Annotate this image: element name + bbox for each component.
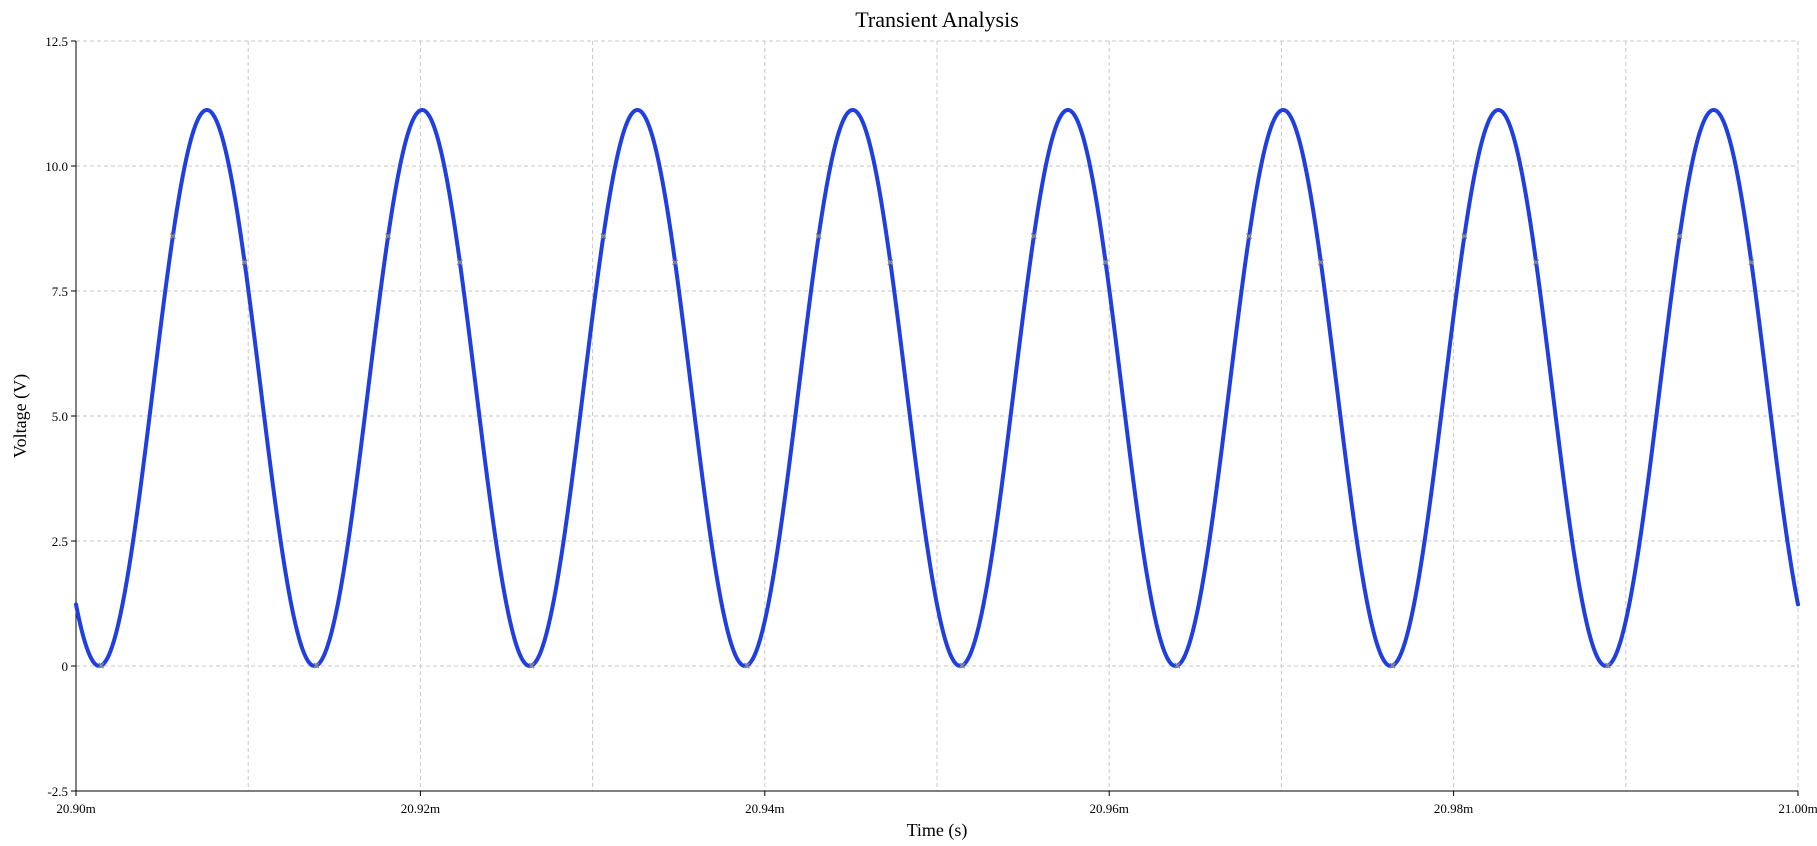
sample-marker (241, 259, 248, 266)
chart-title: Transient Analysis (855, 7, 1019, 32)
sample-marker (887, 259, 894, 266)
y-tick-label: 10.0 (45, 159, 68, 174)
voltage-trace (74, 108, 1800, 668)
sample-marker (528, 662, 535, 669)
sample-marker (1246, 233, 1253, 240)
x-tick-label: 20.92m (401, 801, 440, 816)
y-tick-label: 5.0 (52, 409, 68, 424)
sample-marker (169, 233, 176, 240)
sample-marker (1317, 259, 1324, 266)
axes (71, 40, 1799, 796)
tick-labels: -2.5 0 2.5 5.0 7.5 10.0 12.5 20.90m 20.92m 20.94m… (45, 34, 1817, 816)
sample-marker (815, 233, 822, 240)
x-axis-label: Time (s) (907, 820, 968, 841)
series-layer (74, 108, 1800, 669)
sample-marker (1389, 662, 1396, 669)
sample-marker (1604, 662, 1611, 669)
sample-marker (1030, 233, 1037, 240)
sample-marker (1461, 233, 1468, 240)
y-tick-label: -2.5 (47, 784, 68, 799)
x-tick-label: 20.90m (56, 801, 95, 816)
sample-marker (1102, 259, 1109, 266)
x-tick-label: 21.00m (1778, 801, 1817, 816)
y-tick-label: 12.5 (45, 34, 68, 49)
sample-marker (743, 662, 750, 669)
sample-marker (98, 662, 105, 669)
grid-lines (76, 40, 1799, 791)
sample-marker (456, 259, 463, 266)
x-tick-label: 20.98m (1434, 801, 1473, 816)
y-tick-label: 2.5 (52, 534, 68, 549)
y-axis-label: Voltage (V) (10, 374, 31, 458)
x-tick-label: 20.94m (745, 801, 784, 816)
sample-marker (1174, 662, 1181, 669)
sample-marker (600, 233, 607, 240)
sample-marker (1676, 233, 1683, 240)
sample-marker (385, 233, 392, 240)
sample-marker (1748, 259, 1755, 266)
y-tick-label: 7.5 (52, 284, 68, 299)
y-tick-label: 0 (62, 659, 69, 674)
x-tick-label: 20.96m (1090, 801, 1129, 816)
sample-marker (313, 662, 320, 669)
sample-marker (959, 662, 966, 669)
sample-marker (1533, 259, 1540, 266)
sample-marker (672, 259, 679, 266)
